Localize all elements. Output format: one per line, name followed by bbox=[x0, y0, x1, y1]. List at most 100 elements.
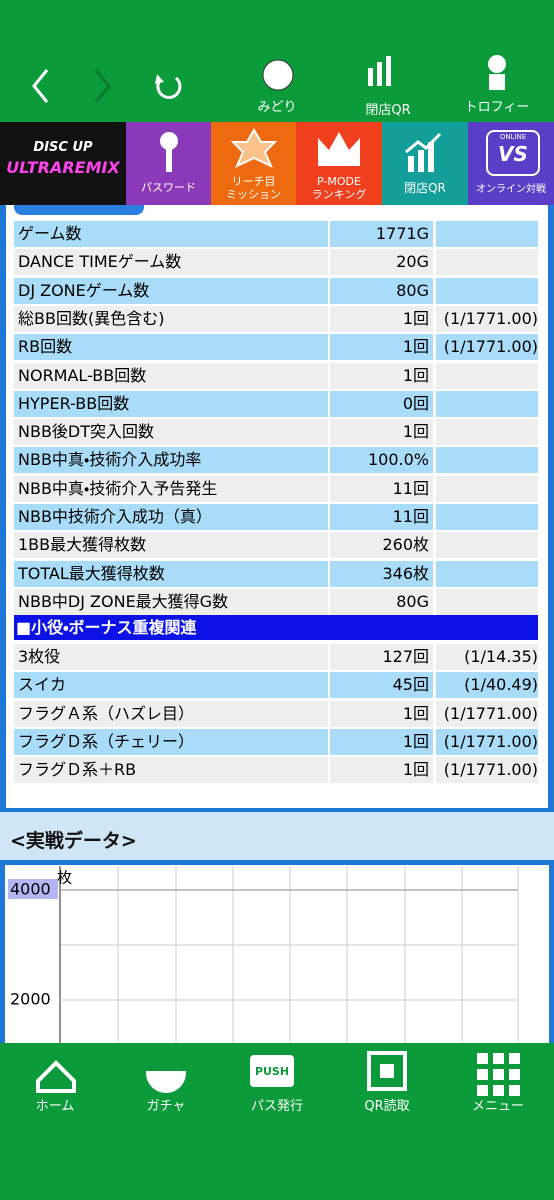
bottom-bar: PUSH ホーム ガチャ パス発行 QR読取 メニュー bbox=[0, 1043, 554, 1200]
logo-text: DISC UP bbox=[33, 140, 93, 155]
table-cell bbox=[436, 221, 538, 247]
table-row: 1BB最大獲得枚数 260枚 bbox=[14, 532, 538, 559]
table-cell bbox=[436, 588, 538, 615]
menu-tab[interactable]: ONLINE VS オンライン対戦 bbox=[468, 122, 554, 205]
table-cell: (1/14.35) bbox=[436, 644, 538, 670]
midori-icon bbox=[262, 59, 294, 91]
menu-tab[interactable]: リーチ目 ミッション bbox=[211, 122, 296, 205]
table-cell: (1/1771.00) bbox=[436, 334, 538, 361]
table-cell: 100.0% bbox=[330, 447, 433, 474]
table-row: フラグＤ系＋RB 1回 (1/1771.00) bbox=[14, 757, 538, 784]
tab-label: 閉店QR bbox=[404, 181, 446, 195]
table-cell: 11回 bbox=[330, 475, 433, 502]
table-cell: 1回 bbox=[330, 757, 433, 784]
reload-arrow bbox=[155, 74, 164, 84]
table-cell: (1/1771.00) bbox=[436, 728, 538, 755]
table-row: NBB後DT突入回数 1回 bbox=[14, 419, 538, 446]
bottom-nav-label[interactable]: QR読取 bbox=[364, 1099, 410, 1114]
table-cell: 3枚役 bbox=[14, 644, 328, 670]
table-cell: 1771G bbox=[330, 221, 433, 247]
bottom-nav-label[interactable]: ガチャ bbox=[146, 1099, 186, 1114]
table-cell bbox=[436, 532, 538, 559]
table-cell: NBB中真・技術介入予告発生 bbox=[14, 475, 328, 502]
table-cell: ゲーム数 bbox=[14, 221, 328, 247]
key-icon bbox=[160, 132, 178, 172]
table-row: フラグＡ系（ハズレ目） 1回 (1/1771.00) bbox=[14, 700, 538, 727]
table-cell: NBB中技術介入成功（真） bbox=[14, 504, 328, 530]
table-cell bbox=[436, 419, 538, 446]
menu-tab[interactable]: 閉店QR bbox=[382, 122, 468, 205]
table-cell: 1回 bbox=[330, 700, 433, 727]
menu-tab[interactable]: P-MODE ランキング bbox=[296, 122, 382, 205]
table-cell bbox=[436, 504, 538, 530]
table-cell: DANCE TIMEゲーム数 bbox=[14, 249, 328, 276]
table-cell: RB回数 bbox=[14, 334, 328, 361]
gacha-icon bbox=[146, 1051, 186, 1071]
trophy-icon bbox=[489, 74, 505, 90]
table-row: DANCE TIMEゲーム数 20G bbox=[14, 249, 538, 276]
table-row: 総BB回数(異色含む) 1回 (1/1771.00) bbox=[14, 305, 538, 332]
table-cell: 80G bbox=[330, 277, 433, 304]
tab-label: パスワード bbox=[141, 181, 196, 194]
chart: 枚 4000 2000 bbox=[8, 866, 519, 1043]
y-tick-label: 4000 bbox=[10, 880, 51, 899]
table-cell: (1/40.49) bbox=[436, 672, 538, 699]
badge-text: ONLINE bbox=[499, 133, 527, 141]
table-cell: 11回 bbox=[330, 504, 433, 530]
table-cell bbox=[436, 249, 538, 276]
table-cell: フラグＤ系＋RB bbox=[14, 757, 328, 784]
qr-read-icon bbox=[367, 1051, 407, 1091]
table-row: HYPER-BB回数 0回 bbox=[14, 390, 538, 417]
tab-label: ミッション bbox=[226, 188, 281, 201]
table-cell: 1回 bbox=[330, 362, 433, 389]
table-cell: 1回 bbox=[330, 419, 433, 446]
table-cell bbox=[436, 390, 538, 417]
box-title-edge bbox=[14, 205, 144, 215]
reload-button[interactable] bbox=[156, 76, 182, 99]
table-cell: 127回 bbox=[330, 644, 433, 670]
table-cell: 20G bbox=[330, 249, 433, 276]
trophy-icon bbox=[488, 55, 506, 73]
tick-highlight bbox=[8, 879, 58, 899]
bottom-nav-label[interactable]: ホーム bbox=[35, 1099, 75, 1114]
table-cell: 346枚 bbox=[330, 560, 433, 587]
section-header: ■小役・ボーナス重複関連 bbox=[14, 615, 538, 640]
table-cell: 45回 bbox=[330, 672, 433, 699]
back-button[interactable] bbox=[32, 69, 49, 103]
table-cell bbox=[436, 277, 538, 304]
mission-icon bbox=[231, 128, 277, 169]
table-cell: TOTAL最大獲得枚数 bbox=[14, 560, 328, 587]
bottom-nav-label[interactable]: メニュー bbox=[471, 1099, 524, 1114]
table-cell bbox=[436, 560, 538, 587]
crown-icon bbox=[318, 132, 360, 166]
nav-label[interactable]: 閉店QR bbox=[365, 103, 411, 118]
table-cell: フラグＡ系（ハズレ目） bbox=[14, 700, 328, 727]
table-cell: (1/1771.00) bbox=[436, 700, 538, 727]
table-row: NORMAL-BB回数 1回 bbox=[14, 362, 538, 389]
table-row: スイカ 45回 (1/40.49) bbox=[14, 672, 538, 699]
table-row: フラグＤ系（チェリー） 1回 (1/1771.00) bbox=[14, 728, 538, 755]
table-cell: 1回 bbox=[330, 728, 433, 755]
table-cell: NBB中真・技術介入成功率 bbox=[14, 447, 328, 474]
push-icon bbox=[250, 1055, 294, 1087]
table-cell: NBB後DT突入回数 bbox=[14, 419, 328, 446]
tab-label: オンライン対戦 bbox=[476, 184, 546, 195]
table-cell: 0回 bbox=[330, 390, 433, 417]
table-row: TOTAL最大獲得枚数 346枚 bbox=[14, 560, 538, 587]
table-cell: 1回 bbox=[330, 305, 433, 332]
home-icon bbox=[36, 1060, 76, 1093]
table-cell bbox=[436, 362, 538, 389]
table-row: NBB中真・技術介入成功率 100.0% bbox=[14, 447, 538, 474]
nav-label[interactable]: みどり bbox=[257, 100, 297, 115]
push-text: PUSH bbox=[255, 1065, 289, 1078]
bottom-nav-label[interactable]: パス発行 bbox=[250, 1099, 303, 1114]
logo-tab[interactable]: DISC UP ULTRAREMIX bbox=[0, 122, 126, 205]
table-cell: NORMAL-BB回数 bbox=[14, 362, 328, 389]
table-cell: 1回 bbox=[330, 334, 433, 361]
table-cell: スイカ bbox=[14, 672, 328, 699]
qr-icon bbox=[377, 62, 382, 86]
y-tick-label: 2000 bbox=[10, 990, 51, 1009]
nav-label[interactable]: トロフィー bbox=[464, 100, 530, 115]
menu-tab[interactable]: パスワード bbox=[126, 122, 211, 205]
